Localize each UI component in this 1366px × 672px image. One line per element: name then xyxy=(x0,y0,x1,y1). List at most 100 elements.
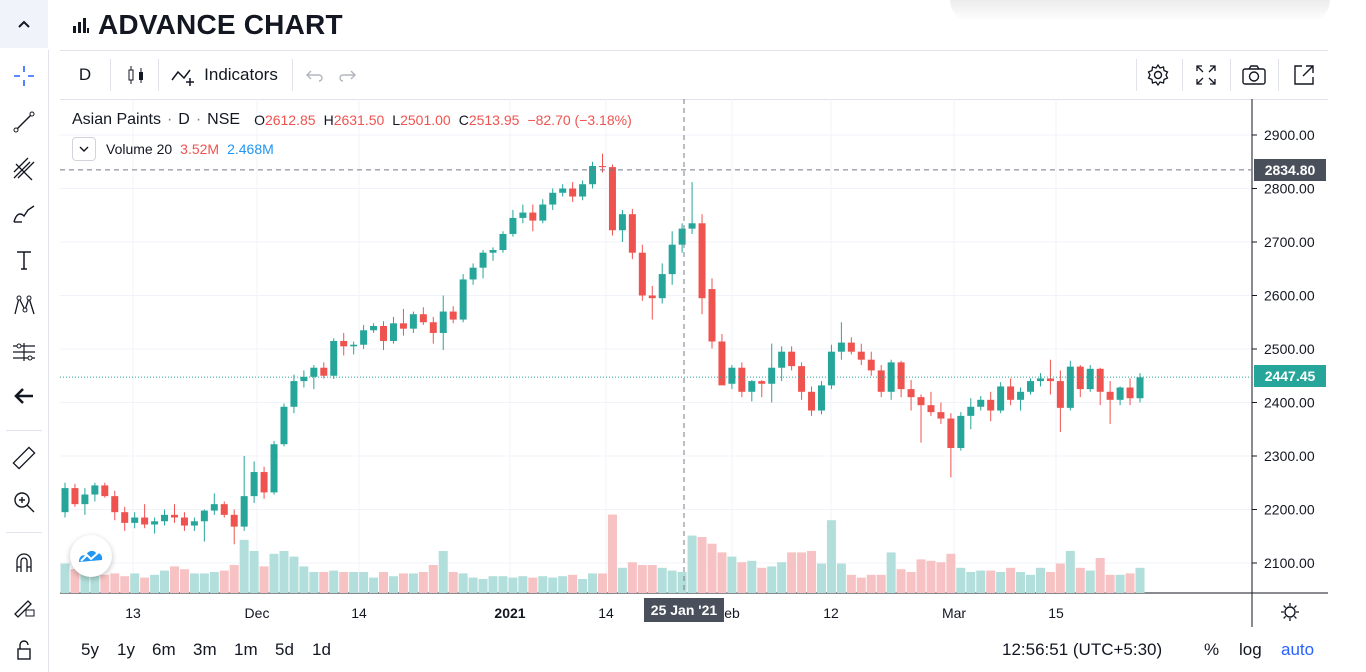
candle-body xyxy=(399,323,407,329)
range-6m[interactable]: 6m xyxy=(152,640,176,659)
candle-body xyxy=(658,274,666,299)
brush-icon[interactable] xyxy=(4,194,44,234)
volume-bar xyxy=(816,563,826,593)
volume-bar xyxy=(329,570,339,593)
candle-body xyxy=(877,370,885,392)
candle-body xyxy=(230,514,238,527)
indicators-label: Indicators xyxy=(204,65,278,84)
price-chart[interactable]: 2900.00 2800.00 2700.00 2600.00 2500.00 2400.… xyxy=(60,99,1328,627)
candle-body xyxy=(857,351,865,360)
volume-bar xyxy=(986,570,996,593)
candle-body xyxy=(270,444,278,493)
chart-type-icon[interactable] xyxy=(118,51,154,99)
range-3m[interactable]: 3m xyxy=(193,640,217,659)
candle-body xyxy=(131,517,139,523)
trend-line-icon[interactable] xyxy=(4,102,44,142)
volume-bar xyxy=(647,565,657,593)
time-tick-label: 2021 xyxy=(494,605,525,621)
candle-body xyxy=(678,228,686,245)
candle-body xyxy=(758,381,766,384)
undo-icon[interactable] xyxy=(300,51,328,99)
interval-button[interactable]: D xyxy=(78,65,92,84)
volume-bar xyxy=(1016,572,1026,593)
candle-body xyxy=(788,351,796,367)
range-1m[interactable]: 1m xyxy=(234,640,258,659)
price-tick-label: 2500.00 xyxy=(1264,341,1315,357)
candle-body xyxy=(798,366,806,392)
volume-bar xyxy=(757,567,767,593)
ruler-icon[interactable] xyxy=(4,438,44,478)
collapse-chevron-icon[interactable] xyxy=(0,0,48,48)
magnet-icon[interactable] xyxy=(4,542,44,582)
back-arrow-icon[interactable] xyxy=(4,376,44,416)
volume-bar xyxy=(448,572,458,593)
percent-scale-toggle[interactable]: % xyxy=(1204,640,1220,659)
volume-bar xyxy=(160,570,170,593)
candle-body xyxy=(638,252,646,296)
chart-toolbar: D Indicators xyxy=(60,50,1328,100)
candle-body xyxy=(1076,366,1084,390)
zoom-in-icon[interactable] xyxy=(4,482,44,522)
screenshot-camera-icon[interactable] xyxy=(1236,51,1272,99)
range-1d[interactable]: 1d xyxy=(312,640,331,659)
settings-gear-icon[interactable] xyxy=(1140,51,1176,99)
volume-bar xyxy=(717,552,727,593)
range-1y[interactable]: 1y xyxy=(117,640,135,659)
volume-bar xyxy=(727,556,737,593)
volume-bar xyxy=(508,577,518,593)
indicators-button[interactable]: Indicators xyxy=(166,51,282,99)
candle-body xyxy=(161,514,169,522)
candle-body xyxy=(728,367,736,384)
pattern-tool-icon[interactable] xyxy=(4,286,44,326)
volume-ma-value: 2.468M xyxy=(227,141,274,157)
candle-body xyxy=(768,367,776,384)
low-value: 2501.00 xyxy=(400,112,451,128)
candle-body xyxy=(718,341,726,386)
fullscreen-icon[interactable] xyxy=(1188,51,1224,99)
candle-body xyxy=(1066,366,1074,408)
volume-bar xyxy=(259,566,269,593)
price-tick-label: 2900.00 xyxy=(1264,127,1315,143)
candle-body xyxy=(121,512,129,523)
text-tool-icon[interactable] xyxy=(4,240,44,280)
volume-bar xyxy=(797,552,807,593)
volume-bar xyxy=(787,552,797,593)
candle-body xyxy=(977,399,985,407)
volume-bar xyxy=(1045,572,1055,593)
volume-bar xyxy=(249,551,259,593)
tradingview-logo-icon[interactable] xyxy=(70,535,112,577)
fib-retracement-icon[interactable] xyxy=(4,148,44,188)
volume-bar xyxy=(916,559,926,593)
legend-collapse-chevron-icon[interactable] xyxy=(72,137,96,161)
candle-body xyxy=(987,399,995,411)
popout-icon[interactable] xyxy=(1286,51,1322,99)
volume-bar xyxy=(349,572,359,593)
volume-bar xyxy=(856,577,866,593)
candle-body xyxy=(260,472,268,493)
volume-bar xyxy=(130,573,140,593)
volume-bar xyxy=(747,560,757,593)
candlestick-chart-canvas[interactable]: 2900.00 2800.00 2700.00 2600.00 2500.00 2400.… xyxy=(60,99,1328,627)
symbol-name[interactable]: Asian Paints xyxy=(72,111,161,128)
candle-body xyxy=(1096,368,1104,392)
crosshair-tool-icon[interactable] xyxy=(4,56,44,96)
lock-drawing-icon[interactable] xyxy=(4,586,44,626)
volume-bar xyxy=(588,573,598,593)
indicators-icon xyxy=(171,69,195,86)
price-tick-label: 2100.00 xyxy=(1264,555,1315,571)
redo-icon[interactable] xyxy=(334,51,362,99)
candle-body xyxy=(389,323,397,341)
candle-body xyxy=(1007,386,1015,400)
low-label: L xyxy=(392,112,401,128)
lock-icon[interactable] xyxy=(4,630,44,670)
clock-timezone[interactable]: 12:56:51 (UTC+5:30) xyxy=(1002,640,1163,659)
open-label: O xyxy=(254,112,265,128)
log-scale-toggle[interactable]: log xyxy=(1239,640,1262,659)
range-5y[interactable]: 5y xyxy=(81,640,99,659)
prediction-tool-icon[interactable] xyxy=(4,332,44,372)
volume-bar xyxy=(846,574,856,593)
candle-body xyxy=(589,166,597,185)
range-5d[interactable]: 5d xyxy=(275,640,294,659)
auto-scale-toggle[interactable]: auto xyxy=(1281,640,1315,659)
axis-settings-icon[interactable] xyxy=(1278,600,1302,624)
